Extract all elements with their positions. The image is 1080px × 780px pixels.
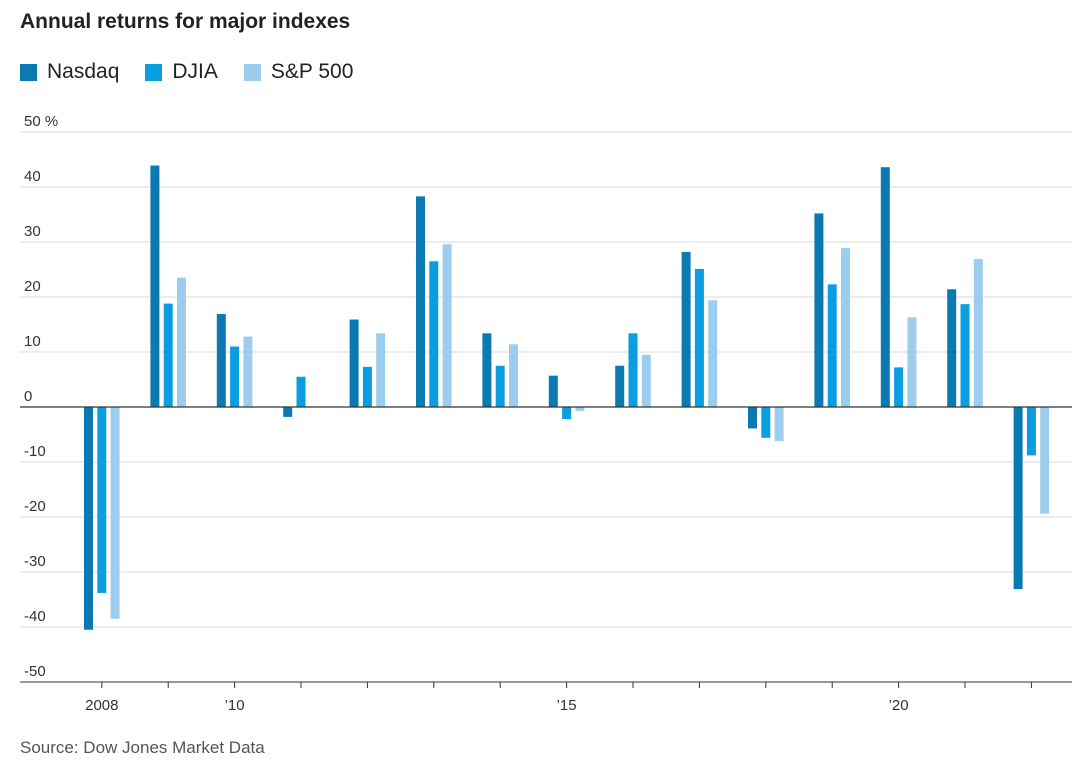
bar-sp500-2014 [509,344,518,407]
y-tick-label: 20 [24,278,41,295]
bar-sp500-2009 [177,277,186,407]
y-tick-label: -40 [24,608,46,625]
bar-djia-2011 [296,376,306,407]
bar-nasdaq-2015 [548,375,558,407]
legend-label-nasdaq: Nasdaq [47,60,120,83]
x-tick-label: ’10 [225,697,245,714]
legend-swatch-sp500 [243,63,261,81]
bar-djia-2017 [694,268,704,407]
legend-swatch-djia [145,63,163,81]
y-tick-label: 0 [24,388,32,405]
bar-djia-2022 [1026,407,1036,456]
bar-nasdaq-2017 [681,251,691,407]
bar-nasdaq-2013 [416,196,425,407]
bar-nasdaq-2009 [150,165,160,407]
bar-sp500-2013 [442,244,452,407]
bar-djia-2016 [628,333,638,407]
bar-sp500-2020 [907,317,917,407]
bar-nasdaq-2022 [1013,407,1023,590]
legend-swatch-nasdaq [20,63,37,81]
bar-nasdaq-2016 [615,365,625,407]
source-note: Source: Dow Jones Market Data [20,738,265,757]
bar-nasdaq-2011 [283,407,293,417]
bar-sp500-2021 [973,259,983,407]
y-tick-label: -10 [24,443,46,460]
bar-nasdaq-2012 [349,319,359,407]
bar-djia-2019 [827,284,837,407]
y-tick-label: 40 [24,168,41,185]
bar-sp500-2019 [841,248,850,407]
bar-djia-2015 [562,407,572,420]
bar-nasdaq-2020 [880,167,890,407]
bar-sp500-2008 [110,407,120,619]
bar-sp500-2022 [1040,407,1050,514]
bar-sp500-2018 [774,407,784,442]
legend-item-sp500: S&P 500 [243,60,354,84]
legend-item-djia: DJIA [145,60,218,84]
y-tick-label: 30 [24,223,41,240]
y-tick-label: -30 [24,553,46,570]
x-tick-label: ’15 [557,697,577,714]
x-tick-label: ’20 [889,697,909,714]
bar-nasdaq-2018 [748,407,757,429]
bar-sp500-2015 [575,407,585,411]
bar-djia-2020 [894,367,904,407]
bar-nasdaq-2010 [216,314,226,407]
legend-item-nasdaq: Nasdaq [20,60,119,84]
bar-djia-2009 [163,303,173,407]
bar-sp500-2017 [708,300,718,407]
bar-djia-2021 [960,304,970,407]
bar-nasdaq-2014 [482,333,492,407]
bar-djia-2013 [429,261,439,407]
x-tick-label: 2008 [85,697,118,714]
bar-djia-2014 [495,365,505,407]
bar-nasdaq-2019 [814,213,824,407]
bar-djia-2012 [362,366,372,407]
legend-label-djia: DJIA [172,60,218,83]
bar-djia-2018 [761,407,771,438]
y-tick-label: 50 % [24,113,58,130]
bar-nasdaq-2021 [947,289,957,407]
bar-sp500-2016 [641,354,651,407]
bar-sp500-2012 [376,333,386,407]
y-tick-label: -20 [24,498,46,515]
bar-nasdaq-2008 [84,407,93,630]
bar-djia-2008 [97,407,107,593]
y-tick-label: -50 [24,663,46,680]
bar-djia-2010 [230,346,240,407]
chart-title: Annual returns for major indexes [20,10,351,33]
y-tick-label: 10 [24,333,41,350]
bar-sp500-2010 [243,336,253,407]
legend: Nasdaq DJIA S&P 500 [20,60,379,84]
legend-label-sp500: S&P 500 [270,60,354,83]
